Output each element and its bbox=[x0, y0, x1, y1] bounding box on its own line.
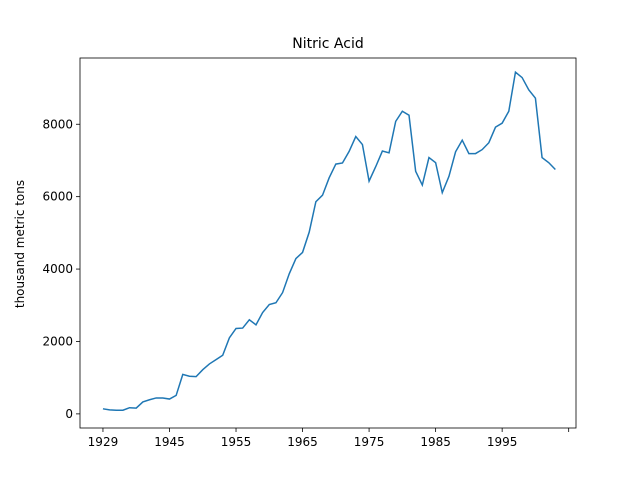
plot-frame bbox=[79, 57, 577, 429]
y-axis-label: thousand metric tons bbox=[13, 180, 27, 308]
x-tick-label: 1985 bbox=[420, 435, 451, 449]
x-tick-label: 1955 bbox=[221, 435, 252, 449]
x-tick-label: 1945 bbox=[154, 435, 185, 449]
y-tick-label: 8000 bbox=[42, 117, 73, 131]
x-tick-label: 1975 bbox=[354, 435, 385, 449]
y-tick-label: 0 bbox=[65, 407, 73, 421]
y-tick-label: 4000 bbox=[42, 262, 73, 276]
y-tick-label: 6000 bbox=[42, 190, 73, 204]
y-tick-label: 2000 bbox=[42, 334, 73, 348]
data-line bbox=[102, 70, 556, 412]
x-tick-label: 1929 bbox=[88, 435, 119, 449]
chart-title: Nitric Acid bbox=[292, 36, 363, 52]
x-tick-label: 1995 bbox=[487, 435, 518, 449]
x-tick-label: 1965 bbox=[287, 435, 318, 449]
